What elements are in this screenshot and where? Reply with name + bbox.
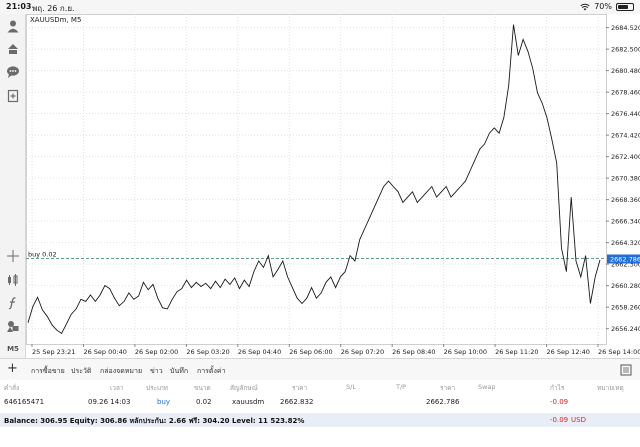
col-time: เวลา (110, 384, 124, 392)
y-tick-label: 2682.500 (611, 46, 640, 54)
plot-border (26, 14, 607, 345)
balance-total-profit: -0.09 (550, 416, 569, 424)
x-tick-label: 26 Sep 02:00 (135, 348, 178, 356)
y-tick-label: 2684.520 (611, 24, 640, 32)
order-open-price: 2662.832 (280, 398, 314, 406)
col-symbol: สัญลักษณ์ (230, 384, 258, 392)
tab-news[interactable]: ข่าว (150, 367, 163, 375)
order-id: 646165471 (4, 398, 45, 406)
shapes-icon (7, 321, 19, 332)
y-tick-label: 2662.300 (611, 261, 640, 269)
function-tool[interactable] (4, 295, 22, 311)
chat-tool[interactable] (4, 64, 22, 80)
new-order-plus-icon[interactable]: + (7, 361, 18, 376)
current-price-label: 2662.786 (610, 255, 640, 263)
order-type: buy (157, 398, 171, 406)
y-tick-label: 2660.280 (611, 282, 640, 290)
order-symbol: xauusdm (232, 398, 265, 406)
y-tick-label: 2674.420 (611, 132, 640, 140)
battery-icon (616, 2, 634, 11)
trade-tool[interactable] (4, 40, 22, 56)
orders-table-header: คำสั่ง เวลา ประเภท ขนาด สัญลักษณ์ ราคา S… (0, 380, 640, 393)
x-tick-label: 25 Sep 23:21 (32, 348, 75, 356)
current-price-tag (607, 254, 640, 264)
x-tick-label: 26 Sep 11:20 (495, 348, 538, 356)
bottom-spacer (0, 427, 640, 447)
col-type: ประเภท (146, 384, 168, 392)
x-tick-label: 26 Sep 08:40 (392, 348, 435, 356)
balance-bar: Balance: 306.95 Equity: 306.86 หลักประกั… (0, 413, 640, 427)
chart-canvas[interactable]: 2684.520 2682.500 2680.480 2678.460 2676.440… (26, 14, 640, 358)
function-icon (8, 297, 16, 310)
order-current-price: 2662.786 (426, 398, 460, 406)
order-level-label: buy 0.02 (28, 251, 57, 259)
status-bar: 21:03 พฤ. 26 ก.ย. 70% (0, 0, 640, 14)
bottom-tabs-bar: + การซื้อขาย ประวัติ กล่องจดหมาย ข่าว บั… (0, 358, 640, 380)
x-tick-label: 26 Sep 14:00 (598, 348, 640, 356)
chart-sidebar: M5 (0, 14, 26, 358)
col-tp: T/P (396, 383, 407, 391)
x-tick-label: 26 Sep 03:20 (186, 348, 229, 356)
x-tick-label: 26 Sep 10:00 (444, 348, 487, 356)
objects-tool[interactable] (4, 318, 22, 334)
x-tick-label: 26 Sep 00:40 (83, 348, 126, 356)
trade-arrows-icon (8, 44, 18, 54)
timeframe-button[interactable]: M5 (4, 341, 22, 357)
y-tick-label: 2664.320 (611, 239, 640, 247)
price-chart[interactable]: 2684.520 2682.500 2680.480 2678.460 2676.440… (26, 14, 640, 358)
timeframe-label: M5 (7, 345, 19, 353)
x-tick-label: 26 Sep 12:40 (547, 348, 590, 356)
col-current-price: ราคา (440, 384, 456, 392)
x-tick-label: 26 Sep 06:00 (289, 348, 332, 356)
new-document-tool[interactable] (4, 88, 22, 104)
status-time: 21:03 (6, 2, 32, 11)
y-tick-label: 2658.260 (611, 304, 640, 312)
y-tick-label: 2666.340 (611, 218, 640, 226)
wifi-icon (580, 3, 590, 10)
y-tick-label: 2656.240 (611, 325, 640, 333)
tab-trade[interactable]: การซื้อขาย (31, 367, 65, 375)
col-price: ราคา (292, 384, 308, 392)
order-time: 09.26 14:03 (88, 398, 131, 406)
person-icon (7, 20, 19, 33)
y-tick-label: 2676.440 (611, 110, 640, 118)
col-order: คำสั่ง (4, 384, 20, 392)
indicators-tool[interactable] (4, 272, 22, 288)
balance-currency: USD (571, 416, 586, 424)
col-profit: กำไร (550, 384, 565, 392)
col-swap: Swap (478, 383, 496, 391)
order-profit: -0.09 (550, 398, 569, 406)
y-tick-label: 2668.360 (611, 196, 640, 204)
status-date: พฤ. 26 ก.ย. (32, 4, 75, 13)
battery-percent: 70% (594, 2, 612, 11)
crosshair-tool[interactable] (4, 248, 22, 264)
panel-settings-icon[interactable] (620, 364, 632, 376)
tab-journal[interactable]: บันทึก (170, 367, 189, 375)
y-tick-label: 2672.400 (611, 153, 640, 161)
price-line (27, 24, 601, 335)
col-note: หมายเหตุ (597, 384, 624, 392)
chat-icon (7, 66, 19, 78)
chart-symbol-label: XAUUSDm, M5 (30, 16, 82, 24)
table-row[interactable]: 646165471 09.26 14:03 buy 0.02 xauusdm 2… (0, 395, 640, 409)
candles-icon (8, 274, 18, 286)
crosshair-icon (7, 250, 19, 262)
status-right: 70% (580, 2, 634, 11)
y-tick-label: 2670.380 (611, 175, 640, 183)
balance-summary: Balance: 306.95 Equity: 306.86 หลักประกั… (4, 417, 305, 425)
account-tool[interactable] (4, 18, 22, 34)
x-tick-label: 26 Sep 04:40 (238, 348, 281, 356)
tab-history[interactable]: ประวัติ (71, 367, 92, 375)
add-document-icon (7, 89, 19, 103)
tab-settings[interactable]: การตั้งค่า (197, 367, 226, 375)
tab-mailbox[interactable]: กล่องจดหมาย (100, 367, 143, 375)
order-size: 0.02 (196, 398, 212, 406)
y-tick-label: 2678.460 (611, 89, 640, 97)
col-size: ขนาด (194, 384, 211, 392)
x-tick-label: 26 Sep 07:20 (341, 348, 384, 356)
col-sl: S/L (346, 383, 356, 391)
y-tick-label: 2680.480 (611, 67, 640, 75)
